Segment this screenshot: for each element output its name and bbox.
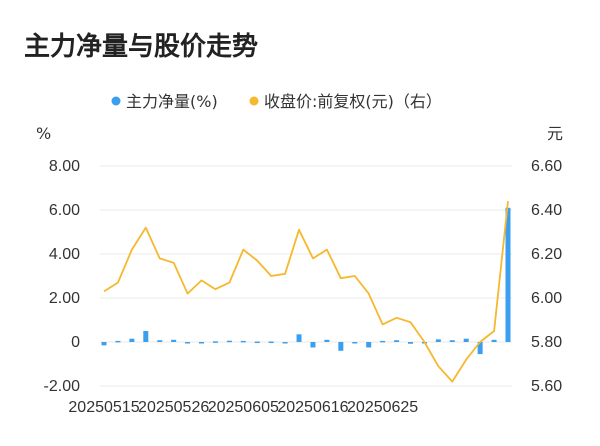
net-volume-bar[interactable] <box>491 339 497 342</box>
left-tick-label: 6.00 <box>49 202 80 219</box>
legend-marker-close-price <box>249 96 259 106</box>
legend-label-close-price[interactable]: 收盘价:前复权(元)（右） <box>264 92 442 111</box>
net-volume-bar[interactable] <box>101 342 107 346</box>
left-tick-labels: 8.00 6.00 4.00 2.00 0 -2.00 <box>44 158 81 395</box>
left-tick-label: -2.00 <box>44 378 81 395</box>
left-tick-label: 8.00 <box>49 158 80 175</box>
net-volume-bar[interactable] <box>212 341 218 343</box>
close-price-line[interactable] <box>103 201 509 383</box>
left-tick-label: 4.00 <box>49 246 80 263</box>
net-volume-bar[interactable] <box>115 340 121 343</box>
net-volume-bar[interactable] <box>226 340 232 343</box>
x-tick-label: 20250625 <box>347 399 418 416</box>
net-volume-bar[interactable] <box>463 338 469 342</box>
x-tick-label: 20250605 <box>208 399 279 416</box>
net-volume-bar[interactable] <box>380 340 386 343</box>
right-axis-unit: 元 <box>547 124 563 143</box>
right-tick-label: 6.20 <box>531 246 562 263</box>
x-tick-label: 20250515 <box>68 399 139 416</box>
net-volume-bar[interactable] <box>240 340 246 343</box>
right-tick-label: 5.60 <box>531 378 562 395</box>
net-volume-bar[interactable] <box>338 342 344 351</box>
left-tick-label: 2.00 <box>49 290 80 307</box>
net-volume-bar[interactable] <box>352 342 358 344</box>
net-volume-bar[interactable] <box>310 342 316 348</box>
net-volume-bar[interactable] <box>254 341 260 344</box>
net-volume-bar[interactable] <box>394 340 400 342</box>
right-tick-label: 5.80 <box>531 334 562 351</box>
net-volume-bar[interactable] <box>449 340 455 342</box>
net-volume-bar[interactable] <box>407 342 413 344</box>
right-tick-label: 6.40 <box>531 202 562 219</box>
legend: 主力净量(%) 收盘价:前复权(元)（右） <box>111 92 442 111</box>
net-volume-bar[interactable] <box>171 339 177 342</box>
net-volume-bar[interactable] <box>199 342 205 344</box>
grid-layer <box>100 165 512 387</box>
net-volume-bar[interactable] <box>185 342 191 344</box>
net-volume-bar[interactable] <box>282 342 288 344</box>
close-price-line-layer <box>103 201 509 383</box>
net-volume-bars <box>101 207 511 355</box>
net-volume-bar[interactable] <box>296 334 302 342</box>
right-tick-labels: 6.60 6.40 6.20 6.00 5.80 5.60 <box>531 158 562 395</box>
net-volume-bar[interactable] <box>268 341 274 344</box>
net-volume-bar[interactable] <box>129 338 135 342</box>
left-axis-unit: % <box>36 124 51 143</box>
legend-marker-net-volume <box>111 96 121 106</box>
x-tick-label: 20250616 <box>277 399 348 416</box>
right-tick-label: 6.00 <box>531 290 562 307</box>
left-tick-label: 0 <box>71 334 80 351</box>
net-volume-bar[interactable] <box>505 207 511 342</box>
legend-label-net-volume[interactable]: 主力净量(%) <box>126 92 218 111</box>
x-tick-label: 20250526 <box>138 399 209 416</box>
chart-title: 主力净量与股价走势 <box>24 32 258 62</box>
net-volume-bar[interactable] <box>477 342 483 355</box>
right-tick-label: 6.60 <box>531 158 562 175</box>
net-volume-bar[interactable] <box>143 331 149 342</box>
net-volume-bar[interactable] <box>157 340 163 342</box>
net-volume-bar[interactable] <box>366 342 372 348</box>
net-volume-bar[interactable] <box>435 339 441 342</box>
net-volume-bar[interactable] <box>324 339 330 342</box>
